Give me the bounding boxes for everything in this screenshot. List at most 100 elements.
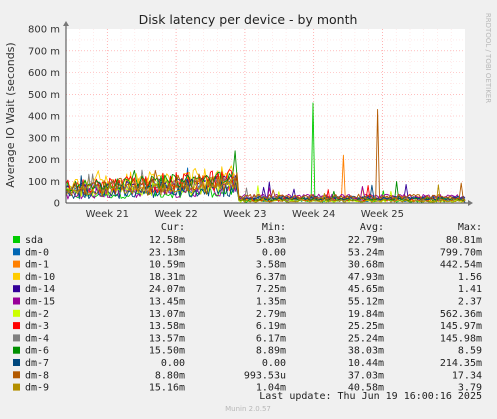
x-tick-label: Week 21 <box>86 209 129 220</box>
legend-min-dm-10: 6.37m <box>256 272 286 283</box>
legend-header-avg: Avg: <box>360 222 384 233</box>
legend-avg-dm-3: 25.25m <box>348 321 384 332</box>
legend-max-dm-6: 8.59 <box>458 346 482 357</box>
y-tick-label: 100 m <box>28 177 60 188</box>
legend-name-dm-14: dm-14 <box>25 284 55 295</box>
munin-version-text: Munin 2.0.57 <box>225 405 271 413</box>
legend-avg-dm-0: 53.24m <box>348 247 384 258</box>
last-update-text: Last update: Thu Jun 19 16:00:16 2025 <box>259 391 482 402</box>
y-axis-arrow <box>63 21 69 26</box>
legend-avg-dm-2: 19.84m <box>348 309 384 320</box>
y-tick-labels: 0 100 m 200 m 300 m 400 m 500 m 600 m 700 m 800 … <box>28 25 60 210</box>
x-tick-labels: Week 21 Week 22 Week 23 Week 24 Week 25 <box>86 209 404 220</box>
legend-swatch-dm-6 <box>13 346 20 354</box>
y-tick-label: 700 m <box>28 46 60 57</box>
legend-max-dm-10: 1.56 <box>458 272 482 283</box>
legend-max-dm-7: 214.35m <box>440 358 482 369</box>
legend-cur-dm-8: 8.80m <box>155 370 185 381</box>
legend-swatch-dm-9 <box>13 383 20 391</box>
legend-avg-dm-1: 30.68m <box>348 260 384 271</box>
legend-max-dm-1: 442.54m <box>440 260 482 271</box>
y-tick-label: 200 m <box>28 155 60 166</box>
legend-swatch-dm-0 <box>13 248 20 256</box>
x-axis-arrow <box>468 200 473 206</box>
x-tick-label: Week 23 <box>223 209 266 220</box>
legend-max-dm-3: 145.97m <box>440 321 482 332</box>
series-lines <box>65 102 466 204</box>
legend-table: Cur: Min: Avg: Max: sda 12.58m 5.83m 22.79m 80.8… <box>13 222 482 394</box>
legend-cur-dm-10: 18.31m <box>149 272 185 283</box>
x-tick-label: Week 25 <box>361 209 404 220</box>
legend-swatch-dm-2 <box>13 309 20 317</box>
legend-avg-dm-10: 47.93m <box>348 272 384 283</box>
legend-cur-dm-0: 23.13m <box>149 247 185 258</box>
legend-avg-dm-15: 55.12m <box>348 297 384 308</box>
y-tick-label: 800 m <box>28 25 60 36</box>
legend-swatch-dm-15 <box>13 297 20 305</box>
legend-cur-dm-15: 13.45m <box>149 297 185 308</box>
legend-cur-dm-3: 13.58m <box>149 321 185 332</box>
legend-name-dm-4: dm-4 <box>25 333 49 344</box>
series-line-dm-7 <box>65 175 466 204</box>
legend-min-dm-15: 1.35m <box>256 297 286 308</box>
legend-name-dm-8: dm-8 <box>25 370 49 381</box>
legend-name-dm-3: dm-3 <box>25 321 49 332</box>
legend-swatch-dm-14 <box>13 285 20 293</box>
legend-min-dm-4: 6.17m <box>256 333 286 344</box>
legend-min-dm-9: 1.04m <box>256 383 286 394</box>
y-tick-label: 400 m <box>28 112 60 123</box>
legend-name-dm-0: dm-0 <box>25 247 49 258</box>
legend-cur-dm-4: 13.57m <box>149 333 185 344</box>
legend-avg-dm-8: 37.03m <box>348 370 384 381</box>
legend-min-dm-7: 0.00 <box>262 358 286 369</box>
legend-avg-dm-4: 25.24m <box>348 333 384 344</box>
legend-name-dm-10: dm-10 <box>25 272 55 283</box>
legend-max-sda: 80.81m <box>446 235 482 246</box>
legend-min-dm-8: 993.53u <box>244 370 286 381</box>
legend-max-dm-14: 1.41 <box>458 284 482 295</box>
legend-name-dm-9: dm-9 <box>25 383 49 394</box>
legend-cur-dm-2: 13.07m <box>149 309 185 320</box>
legend-name-dm-2: dm-2 <box>25 309 49 320</box>
grid-lines <box>66 29 465 203</box>
y-tick-label: 300 m <box>28 133 60 144</box>
legend-cur-dm-1: 10.59m <box>149 260 185 271</box>
x-tick-label: Week 22 <box>154 209 197 220</box>
y-tick-label: 500 m <box>28 90 60 101</box>
legend-header-min: Min: <box>262 222 286 233</box>
y-tick-label: 600 m <box>28 68 60 79</box>
axes <box>63 21 473 206</box>
series-line-dm-2 <box>65 175 466 203</box>
legend-name-dm-6: dm-6 <box>25 346 49 357</box>
legend-min-dm-1: 3.58m <box>256 260 286 271</box>
legend-min-dm-3: 6.19m <box>256 321 286 332</box>
legend-avg-sda: 22.79m <box>348 235 384 246</box>
legend-header-max: Max: <box>458 222 482 233</box>
legend-max-dm-0: 799.70m <box>440 247 482 258</box>
legend-max-dm-9: 3.79 <box>458 383 482 394</box>
legend-cur-sda: 12.58m <box>149 235 185 246</box>
series-line-dm-9 <box>65 180 466 203</box>
legend-min-sda: 5.83m <box>256 235 286 246</box>
legend-max-dm-15: 2.37 <box>458 297 482 308</box>
legend-min-dm-2: 2.79m <box>256 309 286 320</box>
legend-swatch-dm-1 <box>13 260 20 268</box>
legend-max-dm-2: 562.36m <box>440 309 482 320</box>
legend-cur-dm-7: 0.00 <box>161 358 185 369</box>
legend-swatch-sda <box>13 236 20 243</box>
series-line-dm-8 <box>65 109 466 202</box>
legend-swatch-dm-3 <box>13 322 20 330</box>
legend-min-dm-6: 8.89m <box>256 346 286 357</box>
legend-cur-dm-6: 15.50m <box>149 346 185 357</box>
x-tick-label: Week 24 <box>292 209 335 220</box>
legend-name-dm-7: dm-7 <box>25 358 49 369</box>
legend-avg-dm-6: 38.03m <box>348 346 384 357</box>
legend-avg-dm-7: 10.44m <box>348 358 384 369</box>
legend-swatch-dm-7 <box>13 359 20 366</box>
legend-avg-dm-9: 40.58m <box>348 383 384 394</box>
legend-cur-dm-14: 24.07m <box>149 284 185 295</box>
legend-min-dm-0: 0.00 <box>262 247 286 258</box>
legend-swatch-dm-4 <box>13 334 20 342</box>
legend-swatch-dm-10 <box>13 272 20 280</box>
